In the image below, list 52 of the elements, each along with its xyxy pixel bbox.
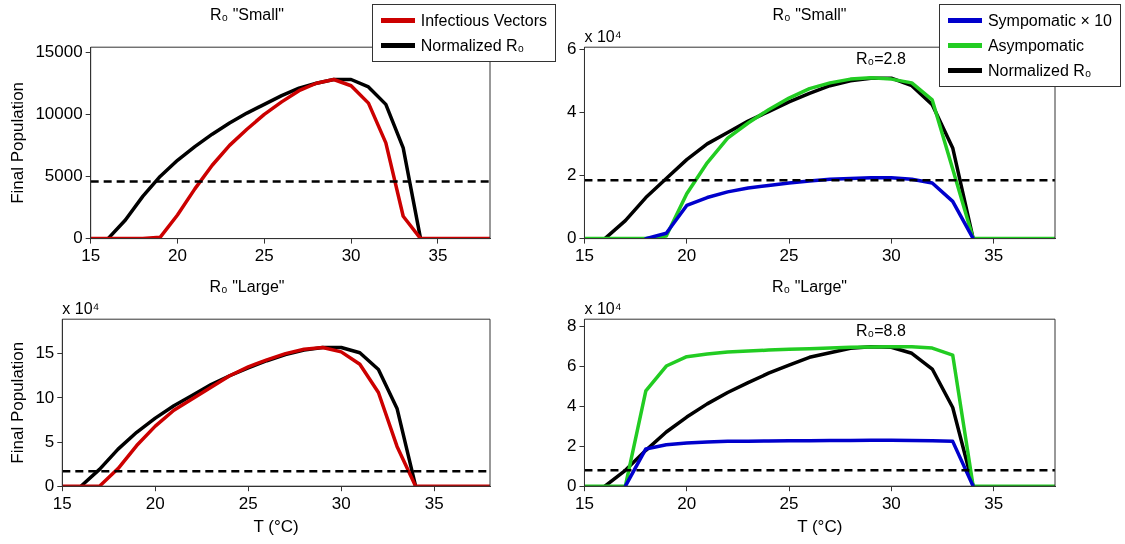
x-tick-label: 25: [254, 246, 274, 266]
x-tick-label: 30: [881, 494, 901, 514]
legend-label: Infectious Vectors: [420, 11, 547, 30]
text: x 10⁴: [62, 299, 100, 317]
y-tick-label: 15: [35, 343, 55, 363]
y-tick-label: 10: [35, 387, 55, 407]
y-tick-label: 0: [566, 228, 577, 248]
x-tick-label: 35: [424, 494, 444, 514]
y-tick-label: 5000: [44, 166, 83, 186]
x-tick-label: 30: [881, 246, 901, 266]
y-tick-label: 8: [566, 316, 577, 336]
y-tick-label: 10000: [35, 104, 83, 123]
y-tick-label: 4: [566, 396, 577, 416]
y-axis-title: Final Population: [7, 341, 27, 464]
annotation: R₀=2.8: [856, 49, 906, 67]
x-tick-label: 25: [238, 494, 258, 514]
legend-label: Sympomatic × 10: [987, 11, 1112, 30]
x-tick-label: 20: [168, 246, 187, 266]
x-tick-label: 25: [779, 246, 799, 266]
y-tick-label: 0: [566, 475, 577, 495]
x-tick-label: 15: [81, 246, 101, 266]
x-tick-label: 20: [677, 494, 697, 514]
chart-title: R₀ "Small": [209, 6, 285, 24]
x-tick-label: 20: [677, 246, 697, 266]
chart-title: R₀ "Large": [209, 278, 285, 296]
x-axis-title: T (°C): [253, 517, 299, 537]
chart-title: R₀ "Large": [772, 278, 847, 296]
x-tick-label: 35: [984, 246, 1004, 266]
y-tick-label: 6: [566, 38, 577, 58]
y-tick-label: 6: [566, 356, 577, 376]
legend-label: Normalized R₀: [420, 36, 525, 55]
y-tick-label: 15000: [35, 41, 83, 61]
x-tick-label: 35: [428, 246, 448, 266]
x-tick-label: 30: [341, 246, 361, 266]
legend-label: Asympomatic: [987, 36, 1084, 55]
y-tick-label: 2: [566, 436, 577, 456]
chart-title: R₀ "Small": [772, 6, 847, 24]
x-tick-label: 20: [145, 494, 165, 514]
x-tick-label: 30: [331, 494, 351, 514]
y-tick-label: 4: [566, 101, 577, 121]
text: x 10⁴: [584, 299, 622, 317]
x-axis-title: T (°C): [797, 517, 843, 537]
annotation: R₀=8.8: [856, 321, 906, 339]
y-axis-title: Final Population: [7, 81, 27, 204]
x-tick-label: 35: [984, 494, 1004, 514]
y-tick-label: 0: [73, 228, 83, 248]
text: x 10⁴: [584, 27, 622, 45]
y-tick-label: 2: [566, 165, 577, 185]
y-tick-label: 5: [44, 431, 55, 451]
x-tick-label: 25: [779, 494, 799, 514]
legend-label: Normalized R₀: [987, 61, 1092, 80]
y-tick-label: 0: [44, 475, 55, 495]
